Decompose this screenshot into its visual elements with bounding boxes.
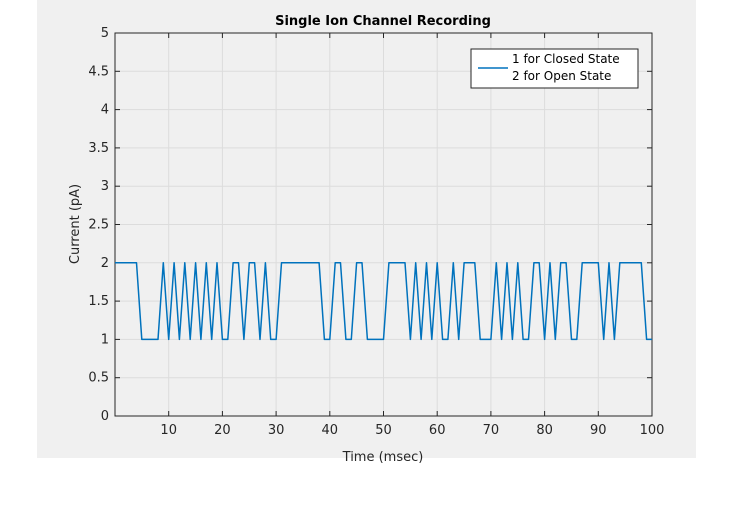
y-tick-label: 0.5 bbox=[88, 371, 109, 386]
x-tick-label: 10 bbox=[160, 423, 177, 438]
y-axis-label: Current (pA) bbox=[68, 184, 83, 264]
y-tick-label: 2.5 bbox=[88, 218, 109, 233]
series-layer bbox=[115, 262, 652, 341]
legend-entry-closed: 1 for Closed State bbox=[512, 52, 620, 66]
legend: 1 for Closed State 2 for Open State bbox=[470, 48, 639, 89]
ticks: 10 20 30 40 50 60 70 80 90 100 0 0.5 1 1.5 2 2.5 3 3.5 4 4.… bbox=[88, 26, 664, 438]
x-tick-label: 70 bbox=[483, 423, 500, 438]
legend-entry-open: 2 for Open State bbox=[512, 69, 611, 83]
y-tick-label: 3 bbox=[101, 179, 109, 194]
y-tick-label: 2 bbox=[101, 256, 109, 271]
x-tick-label: 50 bbox=[375, 423, 392, 438]
x-axis-label: Time (msec) bbox=[342, 450, 424, 465]
y-tick-label: 1.5 bbox=[88, 294, 109, 309]
x-tick-label: 40 bbox=[322, 423, 339, 438]
y-tick-label: 5 bbox=[101, 26, 109, 41]
series-line bbox=[115, 262, 652, 341]
x-tick-label: 60 bbox=[429, 423, 446, 438]
y-tick-label: 0 bbox=[101, 409, 109, 424]
y-tick-label: 4 bbox=[101, 103, 109, 118]
x-tick-label: 20 bbox=[214, 423, 231, 438]
y-tick-label: 4.5 bbox=[88, 64, 109, 79]
chart-title: Single Ion Channel Recording bbox=[275, 14, 491, 29]
y-tick-label: 1 bbox=[101, 332, 109, 347]
x-tick-label: 30 bbox=[268, 423, 285, 438]
x-tick-label: 80 bbox=[536, 423, 553, 438]
grid bbox=[115, 32, 653, 417]
y-tick-label: 3.5 bbox=[88, 141, 109, 156]
x-tick-label: 100 bbox=[640, 423, 665, 438]
x-tick-label: 90 bbox=[590, 423, 607, 438]
